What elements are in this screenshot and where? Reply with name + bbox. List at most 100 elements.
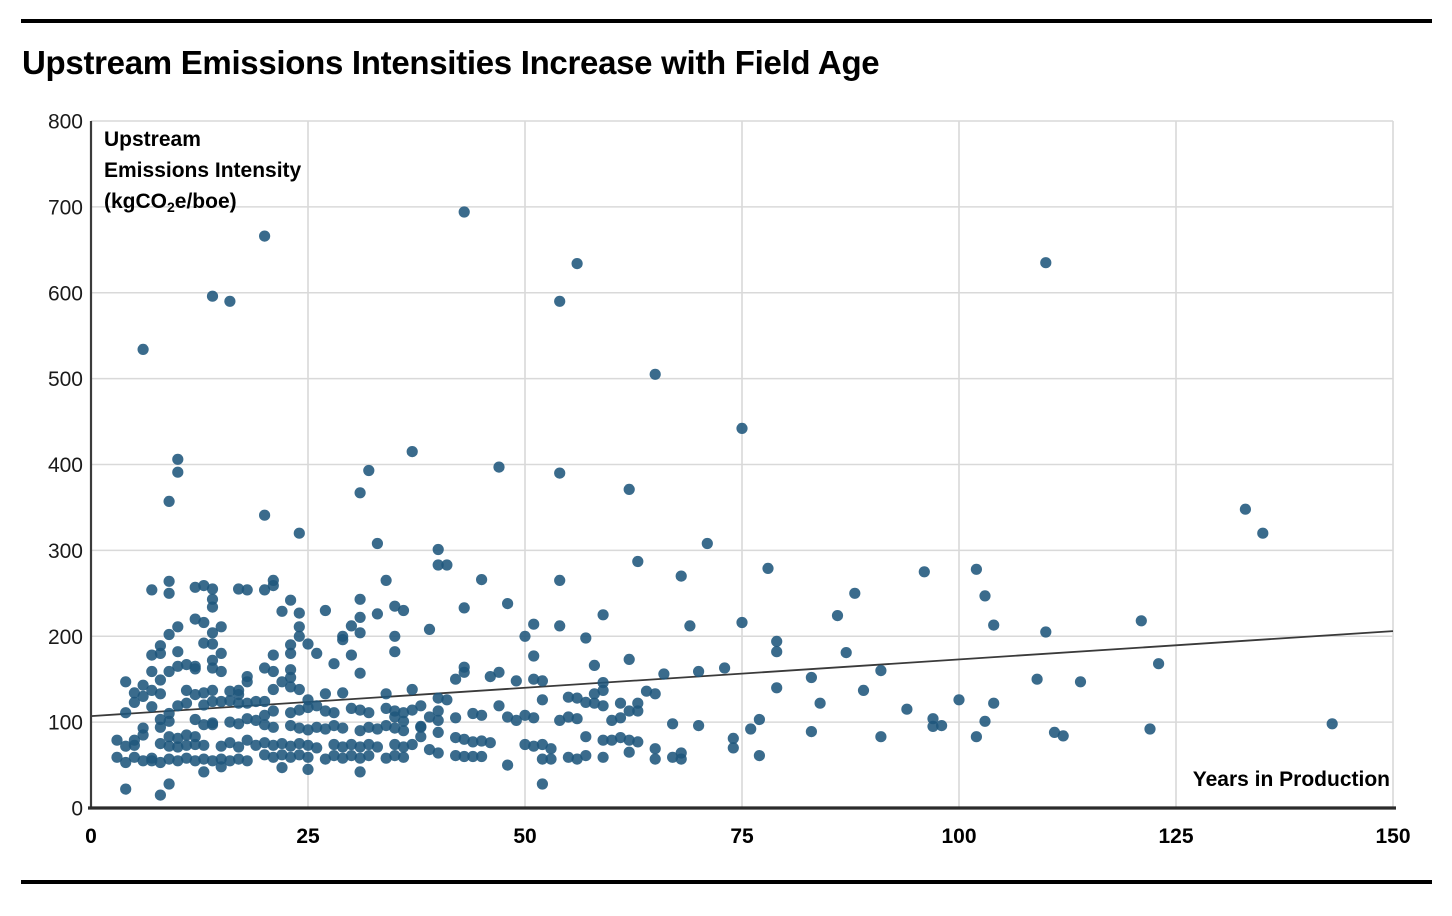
data-point — [423, 744, 436, 756]
data-point — [450, 732, 462, 744]
data-point — [154, 688, 166, 700]
data-point — [580, 731, 592, 743]
data-point — [241, 755, 253, 767]
data-point — [319, 723, 331, 735]
data-point — [493, 461, 505, 473]
data-point — [267, 721, 279, 733]
data-point — [597, 734, 609, 746]
data-point — [771, 682, 783, 694]
data-point — [614, 712, 627, 724]
data-point — [467, 736, 479, 748]
data-point — [172, 660, 184, 672]
data-point — [719, 662, 731, 674]
scatter-points — [111, 206, 1338, 801]
data-point — [302, 763, 314, 776]
data-point — [120, 756, 132, 769]
data-point — [623, 653, 635, 666]
data-point — [146, 584, 158, 596]
data-point — [345, 738, 357, 751]
y-tick-label: 700 — [48, 196, 83, 219]
data-point — [554, 620, 566, 632]
data-point — [805, 671, 818, 684]
data-point — [293, 738, 305, 750]
data-point — [1057, 730, 1069, 742]
data-point — [198, 637, 210, 649]
data-point — [658, 668, 670, 680]
data-point — [172, 732, 184, 745]
y-tick-label: 400 — [48, 454, 83, 477]
data-point — [206, 684, 219, 697]
data-point — [918, 566, 930, 578]
top-rule — [21, 19, 1432, 23]
data-point — [406, 704, 418, 716]
data-point — [137, 755, 149, 767]
data-point — [536, 738, 549, 751]
data-point — [432, 714, 444, 727]
data-point — [979, 590, 991, 602]
data-point — [198, 719, 210, 731]
data-point — [450, 673, 462, 685]
data-point — [684, 620, 696, 632]
data-point — [224, 695, 236, 707]
data-point — [267, 751, 279, 763]
data-point — [302, 739, 314, 751]
data-point — [250, 739, 262, 751]
data-point — [640, 685, 653, 697]
data-point — [267, 580, 279, 592]
data-point — [293, 683, 305, 696]
data-point — [667, 718, 679, 730]
data-point — [536, 675, 549, 687]
data-point — [293, 607, 305, 619]
data-point — [597, 700, 609, 712]
data-point — [493, 700, 505, 712]
data-point — [571, 258, 583, 270]
data-point — [354, 752, 366, 764]
data-point — [406, 738, 418, 751]
data-point — [189, 689, 201, 701]
data-point — [276, 605, 288, 617]
data-point — [198, 739, 210, 751]
data-point — [441, 559, 453, 571]
data-point — [328, 707, 340, 719]
data-point — [831, 610, 844, 622]
data-point — [363, 721, 375, 733]
data-point — [432, 692, 444, 704]
data-point — [970, 731, 983, 743]
y-axis-title-line2: Emissions Intensity — [104, 159, 302, 182]
data-point — [337, 634, 349, 646]
data-point — [502, 759, 514, 771]
data-point — [215, 753, 227, 765]
data-point — [528, 673, 540, 685]
data-point — [493, 666, 505, 678]
data-point — [259, 695, 271, 708]
data-point — [233, 684, 245, 697]
data-point — [936, 720, 948, 732]
data-point — [415, 720, 427, 733]
data-point — [840, 647, 852, 659]
data-point — [354, 627, 366, 639]
data-point — [389, 750, 401, 762]
data-point — [571, 692, 583, 704]
data-point — [120, 740, 132, 752]
data-point — [172, 646, 184, 658]
data-point — [206, 662, 219, 674]
data-point — [285, 671, 297, 684]
data-point — [163, 665, 175, 678]
data-point — [597, 677, 609, 689]
data-point — [528, 650, 540, 662]
data-point — [224, 716, 236, 728]
x-tick-label: 75 — [730, 825, 754, 848]
data-point — [206, 654, 219, 666]
data-point — [458, 602, 470, 614]
data-point — [267, 705, 279, 717]
data-point — [241, 697, 253, 709]
y-tick-label: 500 — [48, 368, 83, 391]
y-tick-label: 300 — [48, 540, 83, 563]
data-point — [128, 687, 140, 699]
data-point — [1074, 676, 1087, 688]
data-point — [423, 623, 436, 636]
data-point — [458, 750, 470, 763]
y-tick-label: 600 — [48, 282, 83, 305]
x-tick-label: 50 — [513, 825, 536, 848]
